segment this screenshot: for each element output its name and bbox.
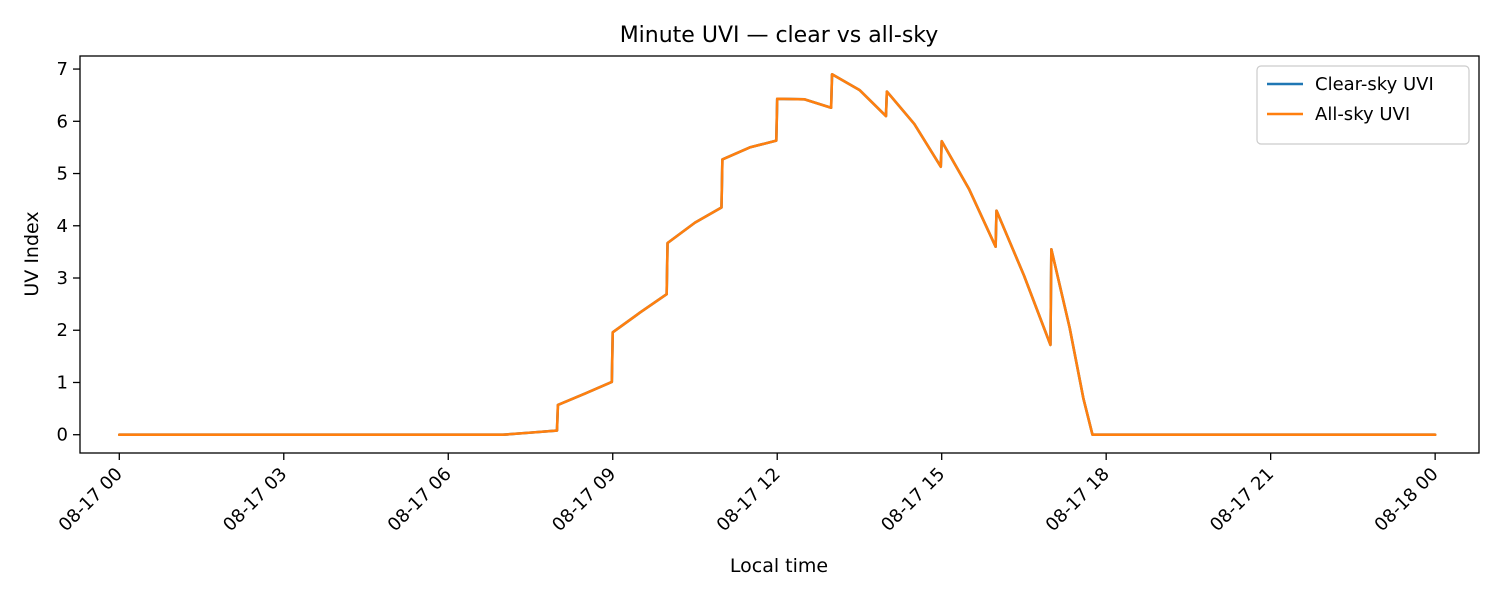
- y-tick-label: 2: [57, 320, 68, 341]
- y-axis-label: UV Index: [21, 211, 43, 296]
- y-tick-label: 1: [57, 372, 68, 393]
- y-tick-label: 6: [57, 111, 68, 132]
- legend: Clear-sky UVI All-sky UVI: [1256, 65, 1470, 145]
- y-tick-label: 7: [57, 59, 68, 80]
- y-tick-label: 3: [57, 268, 68, 289]
- x-axis-label: Local time: [730, 555, 828, 577]
- legend-label: All-sky UVI: [1315, 104, 1410, 125]
- y-tick-label: 4: [57, 216, 68, 237]
- series-line-all-sky: [117, 72, 1437, 437]
- legend-label: Clear-sky UVI: [1315, 74, 1434, 95]
- y-tick-label: 5: [57, 164, 68, 185]
- plot-area: [79, 55, 1480, 454]
- plot-frame: [79, 55, 1480, 454]
- chart-title: Minute UVI — clear vs all-sky: [620, 23, 939, 48]
- y-tick-label: 0: [57, 425, 68, 446]
- legend-box: [1256, 65, 1470, 145]
